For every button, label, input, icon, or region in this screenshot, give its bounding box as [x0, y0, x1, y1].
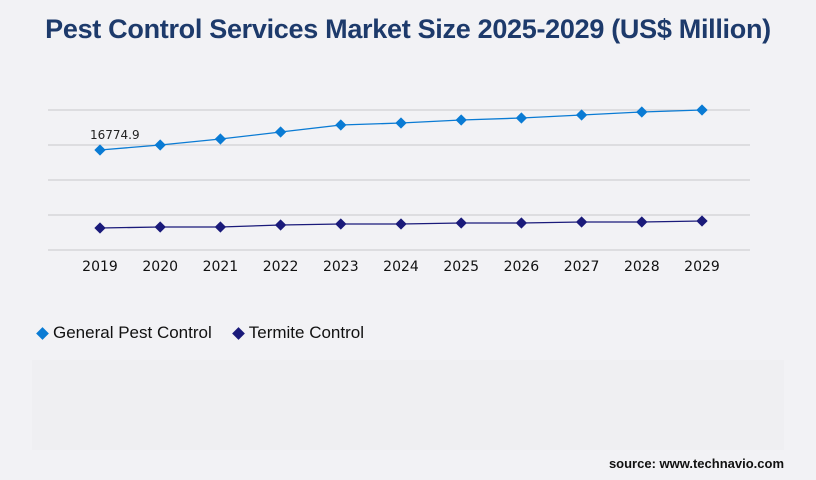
x-tick-label: 2025: [443, 259, 479, 275]
data-point: [214, 133, 227, 145]
data-point: [455, 217, 467, 229]
data-point: [214, 221, 227, 233]
x-tick-label: 2028: [624, 259, 660, 275]
legend-label: Termite Control: [248, 323, 365, 342]
chart-title: Pest Control Services Market Size 2025-2…: [45, 14, 771, 44]
data-point: [696, 215, 708, 227]
legend-marker-icon: [231, 326, 245, 340]
data-point: [575, 109, 588, 121]
x-tick-label: 2029: [684, 259, 720, 275]
x-tick-label: 2020: [142, 259, 178, 275]
data-point: [335, 218, 347, 230]
x-tick-label: 2024: [383, 259, 419, 275]
x-tick-label: 2023: [323, 259, 359, 275]
x-tick-label: 2021: [203, 259, 239, 275]
data-point: [696, 104, 708, 116]
data-point: [395, 117, 407, 129]
data-point: [335, 119, 347, 131]
line-chart: 2019 2020 2021 2022 2023 2024 2025 2026 2027 2028…: [48, 104, 750, 275]
data-point: [274, 219, 287, 231]
data-point: [274, 126, 287, 138]
legend: General Pest Control Termite Control: [36, 323, 365, 343]
background-panel: [32, 360, 784, 450]
data-point: [154, 139, 166, 151]
x-tick-label: 2027: [564, 259, 600, 275]
source-note: source: www.technavio.com: [608, 456, 784, 471]
data-point: [395, 218, 407, 230]
data-point: [575, 216, 588, 228]
x-tick-label: 2022: [263, 259, 299, 275]
data-label: 16774.9: [90, 128, 140, 142]
legend-marker-icon: [36, 326, 49, 340]
x-tick-label: 2026: [504, 259, 540, 275]
data-point: [515, 217, 528, 229]
data-point: [94, 144, 106, 156]
data-point: [515, 112, 528, 124]
data-point: [636, 106, 648, 118]
legend-item-general[interactable]: General Pest Control: [36, 323, 212, 343]
legend-label: General Pest Control: [53, 323, 212, 342]
legend-item-termite[interactable]: Termite Control: [231, 323, 365, 343]
data-point: [94, 222, 106, 234]
data-point: [455, 114, 467, 126]
data-point: [636, 216, 648, 228]
series-line: [99, 109, 703, 151]
data-point: [154, 221, 166, 233]
x-tick-label: 2019: [82, 259, 118, 275]
